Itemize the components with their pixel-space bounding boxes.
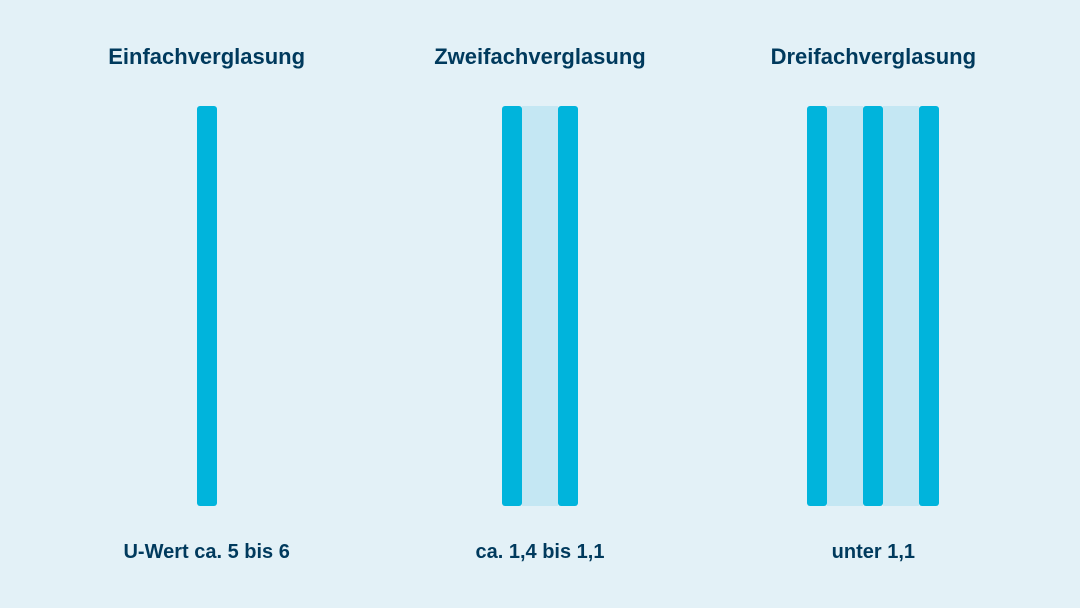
- caption-double: ca. 1,4 bis 1,1: [476, 541, 605, 564]
- glazing-triple: [807, 106, 939, 506]
- glazing-single: [197, 106, 217, 506]
- title-double: Zweifachverglasung: [434, 44, 646, 70]
- glazing-comparison-infographic: Einfachverglasung U-Wert ca. 5 bis 6 Zwe…: [0, 0, 1080, 608]
- title-triple: Dreifachverglasung: [771, 44, 976, 70]
- glass-pane: [502, 106, 522, 506]
- title-single: Einfachverglasung: [108, 44, 305, 70]
- air-gap: [827, 106, 863, 506]
- column-triple-glazing: Dreifachverglasung unter 1,1: [707, 44, 1040, 564]
- glass-pane: [807, 106, 827, 506]
- air-gap: [522, 106, 558, 506]
- glass-pane: [197, 106, 217, 506]
- glass-pane: [919, 106, 939, 506]
- caption-single: U-Wert ca. 5 bis 6: [123, 541, 289, 564]
- column-single-glazing: Einfachverglasung U-Wert ca. 5 bis 6: [40, 44, 373, 564]
- air-gap: [883, 106, 919, 506]
- glass-pane: [863, 106, 883, 506]
- glass-pane: [558, 106, 578, 506]
- caption-triple: unter 1,1: [832, 541, 915, 564]
- column-double-glazing: Zweifachverglasung ca. 1,4 bis 1,1: [373, 44, 706, 564]
- glazing-double: [502, 106, 578, 506]
